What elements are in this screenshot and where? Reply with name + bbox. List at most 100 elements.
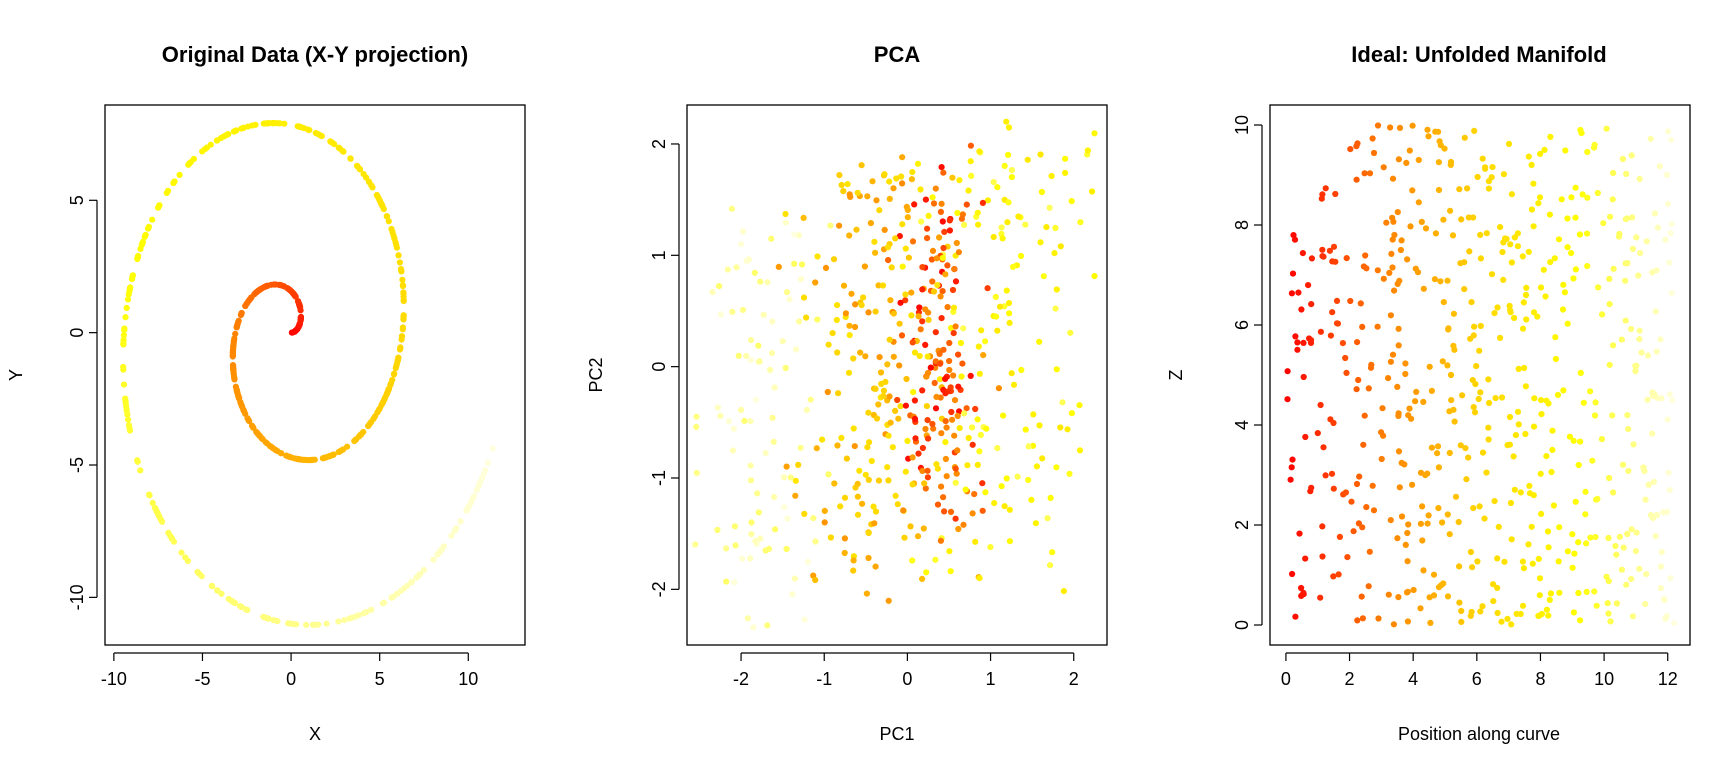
scatter-point: [1584, 148, 1591, 156]
scatter-point: [969, 424, 976, 431]
scatter-point: [1625, 467, 1632, 475]
scatter-point: [886, 393, 893, 400]
scatter-point: [797, 444, 804, 451]
scatter-point: [366, 420, 373, 428]
scatter-point: [1536, 194, 1544, 201]
scatter-point: [126, 427, 134, 434]
scatter-point: [120, 332, 127, 339]
scatter-point: [291, 328, 298, 335]
scatter-point: [938, 315, 945, 322]
scatter-point: [838, 434, 845, 441]
scatter-point: [831, 480, 838, 487]
scatter-point: [383, 213, 391, 220]
scatter-point: [1435, 159, 1442, 166]
scatter-point: [757, 278, 764, 285]
scatter-point: [723, 578, 730, 585]
scatter-point: [1447, 158, 1455, 166]
scatter-point: [1284, 368, 1291, 375]
scatter-point: [974, 416, 981, 423]
scatter-point: [914, 160, 922, 167]
scatter-point: [330, 140, 338, 148]
scatter-point: [1022, 221, 1029, 228]
scatter-point: [1296, 530, 1303, 537]
scatter-point: [939, 288, 946, 295]
scatter-point: [1402, 370, 1409, 378]
scatter-point: [844, 181, 851, 188]
scatter-point: [1294, 346, 1301, 353]
scatter-point: [1644, 396, 1651, 403]
scatter-point: [1562, 147, 1569, 154]
scatter-point: [1413, 388, 1420, 395]
scatter-point: [1380, 275, 1387, 282]
scatter-point: [1006, 538, 1014, 545]
scatter-point: [1571, 550, 1578, 557]
scatter-point: [740, 228, 747, 235]
scatter-point: [791, 231, 798, 238]
scatter-point: [1519, 558, 1526, 565]
scatter-point: [1547, 259, 1554, 266]
x-tick-label: 6: [1472, 669, 1482, 689]
scatter-point: [1622, 317, 1629, 324]
x-tick-label: 10: [1594, 669, 1614, 689]
scatter-point: [1479, 603, 1486, 610]
scatter-point: [225, 595, 232, 603]
scatter-point: [724, 266, 731, 273]
scatter-point: [1530, 180, 1537, 187]
scatter-point: [768, 350, 776, 357]
scatter-point: [949, 174, 956, 181]
scatter-point: [297, 304, 304, 311]
scatter-point: [896, 320, 903, 327]
scatter-point: [875, 401, 882, 408]
scatter-point: [1481, 515, 1488, 522]
scatter-point: [747, 357, 755, 364]
scatter-point: [1076, 447, 1084, 454]
scatter-point: [1637, 250, 1644, 257]
scatter-point: [1633, 362, 1640, 369]
scatter-point: [884, 464, 891, 471]
scatter-point: [912, 435, 919, 442]
scatter-point: [1568, 194, 1575, 201]
scatter-point: [1477, 322, 1484, 330]
scatter-point: [1515, 365, 1522, 372]
scatter-point: [915, 313, 922, 320]
scatter-point: [1292, 333, 1299, 340]
scatter-point: [1619, 155, 1626, 163]
scatter-point: [1490, 598, 1497, 605]
scatter-point: [873, 197, 880, 204]
scatter-point: [1618, 566, 1625, 573]
scatter-point: [845, 369, 853, 376]
scatter-point: [976, 575, 983, 582]
scatter-point: [1547, 590, 1554, 597]
scatter-point: [1015, 213, 1022, 220]
scatter-point: [1522, 383, 1529, 390]
scatter-point: [1365, 583, 1372, 590]
scatter-point: [1053, 286, 1060, 293]
scatter-point: [924, 225, 931, 232]
scatter-point: [916, 352, 923, 360]
scatter-point: [1057, 424, 1064, 431]
scatter-point: [1008, 167, 1016, 174]
scatter-point: [1028, 496, 1035, 503]
scatter-point: [1624, 260, 1631, 267]
scatter-point: [1333, 320, 1341, 327]
scatter-point: [142, 231, 149, 238]
scatter-point: [765, 545, 773, 553]
scatter-point: [895, 415, 902, 422]
scatter-point: [951, 266, 958, 273]
scatter-point: [1353, 176, 1360, 183]
scatter-point: [384, 389, 391, 396]
scatter-point: [1446, 408, 1453, 415]
scatter-point: [955, 249, 963, 256]
scatter-point: [771, 493, 778, 501]
scatter-point: [885, 257, 892, 264]
scatter-point: [896, 362, 903, 369]
scatter-point: [1317, 328, 1324, 335]
scatter-point: [1479, 449, 1487, 456]
scatter-point: [1456, 563, 1463, 570]
scatter-point: [867, 220, 875, 227]
scatter-point: [1636, 175, 1643, 183]
scatter-point: [751, 269, 758, 276]
scatter-point: [281, 283, 288, 290]
x-tick-label: -1: [816, 669, 832, 689]
scatter-point: [1629, 245, 1636, 252]
